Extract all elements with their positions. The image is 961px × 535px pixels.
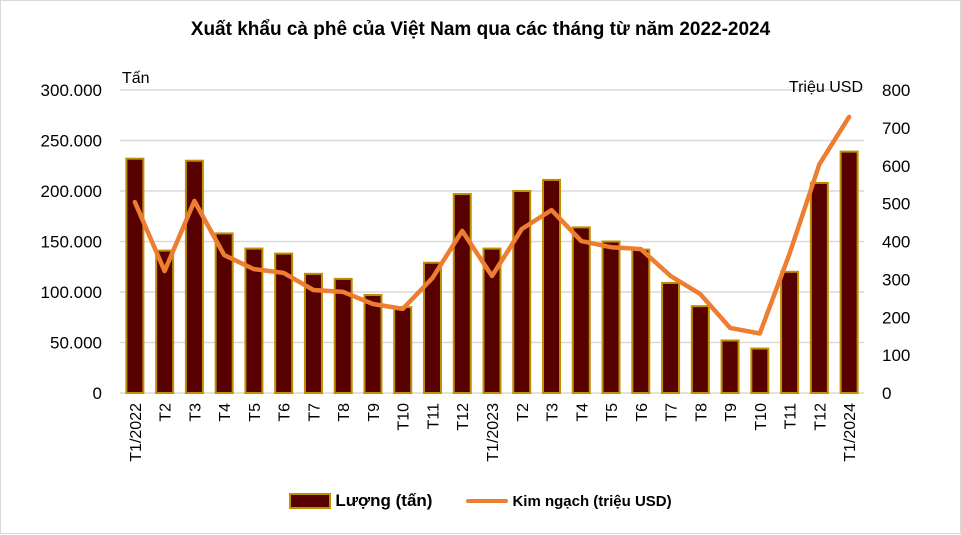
- x-tick-label: T4: [574, 403, 591, 422]
- right-tick-label: 300: [882, 270, 910, 289]
- left-tick-label: 0: [93, 384, 102, 403]
- bar: [422, 261, 442, 394]
- x-tick-label: T3: [545, 403, 562, 422]
- right-tick-label: 800: [882, 81, 910, 100]
- x-tick-label: T1/2022: [128, 403, 145, 462]
- bar: [809, 181, 829, 394]
- x-tick-label: T4: [217, 403, 234, 422]
- bar: [601, 240, 621, 394]
- legend-label-volume: Lượng (tấn): [335, 491, 433, 510]
- bar: [274, 252, 294, 394]
- bar: [303, 272, 323, 395]
- x-tick-label: T8: [336, 403, 353, 422]
- x-tick-label: T5: [247, 403, 264, 422]
- x-tick-label: T9: [366, 403, 383, 422]
- legend-item-value: Kim ngạch (triệu USD): [466, 492, 672, 510]
- bar: [214, 232, 234, 394]
- left-tick-label: 50.000: [50, 334, 102, 353]
- legend-item-volume: Lượng (tấn): [289, 491, 432, 511]
- left-axis-unit: Tấn: [122, 70, 150, 87]
- bar: [393, 306, 413, 394]
- right-tick-label: 700: [882, 119, 910, 138]
- chart-legend: Lượng (tấn) Kim ngạch (triệu USD): [1, 491, 960, 511]
- right-tick-label: 100: [882, 346, 910, 365]
- left-tick-label: 250.000: [41, 132, 102, 151]
- bar: [333, 277, 353, 394]
- bar: [155, 249, 175, 394]
- x-tick-label: T11: [425, 403, 442, 429]
- x-tick-label: T2: [515, 403, 532, 422]
- x-tick-label: T10: [753, 403, 770, 431]
- x-tick-label: T1/2023: [485, 403, 502, 462]
- x-tick-label: T2: [158, 403, 175, 422]
- bar: [452, 193, 472, 394]
- left-tick-label: 300.000: [41, 81, 102, 100]
- right-tick-label: 200: [882, 308, 910, 327]
- x-tick-label: T3: [187, 403, 204, 422]
- bar: [690, 305, 710, 395]
- x-tick-label: T6: [634, 403, 651, 422]
- right-axis-unit: Triệu USD: [789, 79, 863, 96]
- left-tick-label: 200.000: [41, 182, 102, 201]
- x-tick-label: T10: [396, 403, 413, 431]
- x-tick-label: T9: [723, 403, 740, 422]
- right-tick-label: 600: [882, 157, 910, 176]
- bar: [631, 248, 651, 394]
- bar: [482, 247, 502, 394]
- bar: [542, 178, 562, 394]
- bar: [661, 281, 681, 394]
- x-tick-label: T12: [455, 403, 472, 431]
- right-tick-label: 400: [882, 233, 910, 252]
- x-tick-label: T12: [812, 403, 829, 431]
- bar: [363, 294, 383, 394]
- right-tick-label: 0: [882, 384, 891, 403]
- bar: [512, 190, 532, 394]
- left-tick-label: 150.000: [41, 233, 102, 252]
- x-tick-label: T5: [604, 403, 621, 422]
- value-line: [132, 114, 852, 336]
- bar: [780, 270, 800, 394]
- x-tick-label: T7: [306, 403, 323, 422]
- bar: [571, 226, 591, 394]
- x-tick-label: T8: [693, 403, 710, 422]
- x-tick-label: T6: [277, 403, 294, 422]
- bar: [839, 150, 859, 394]
- x-tick-label: T7: [664, 403, 681, 422]
- bar: [184, 159, 204, 394]
- bar: [720, 339, 740, 395]
- right-tick-label: 500: [882, 195, 910, 214]
- legend-label-value: Kim ngạch (triệu USD): [512, 492, 672, 510]
- left-tick-label: 100.000: [41, 283, 102, 302]
- x-tick-label: T11: [783, 403, 800, 429]
- bar: [244, 247, 264, 394]
- bar-swatch-icon: [289, 493, 332, 509]
- x-tick-label: T1/2024: [842, 403, 859, 462]
- bar: [125, 157, 145, 394]
- line-swatch-icon: [466, 499, 509, 503]
- bar: [750, 347, 770, 394]
- chart-title: Xuất khẩu cà phê của Việt Nam qua các th…: [190, 19, 771, 40]
